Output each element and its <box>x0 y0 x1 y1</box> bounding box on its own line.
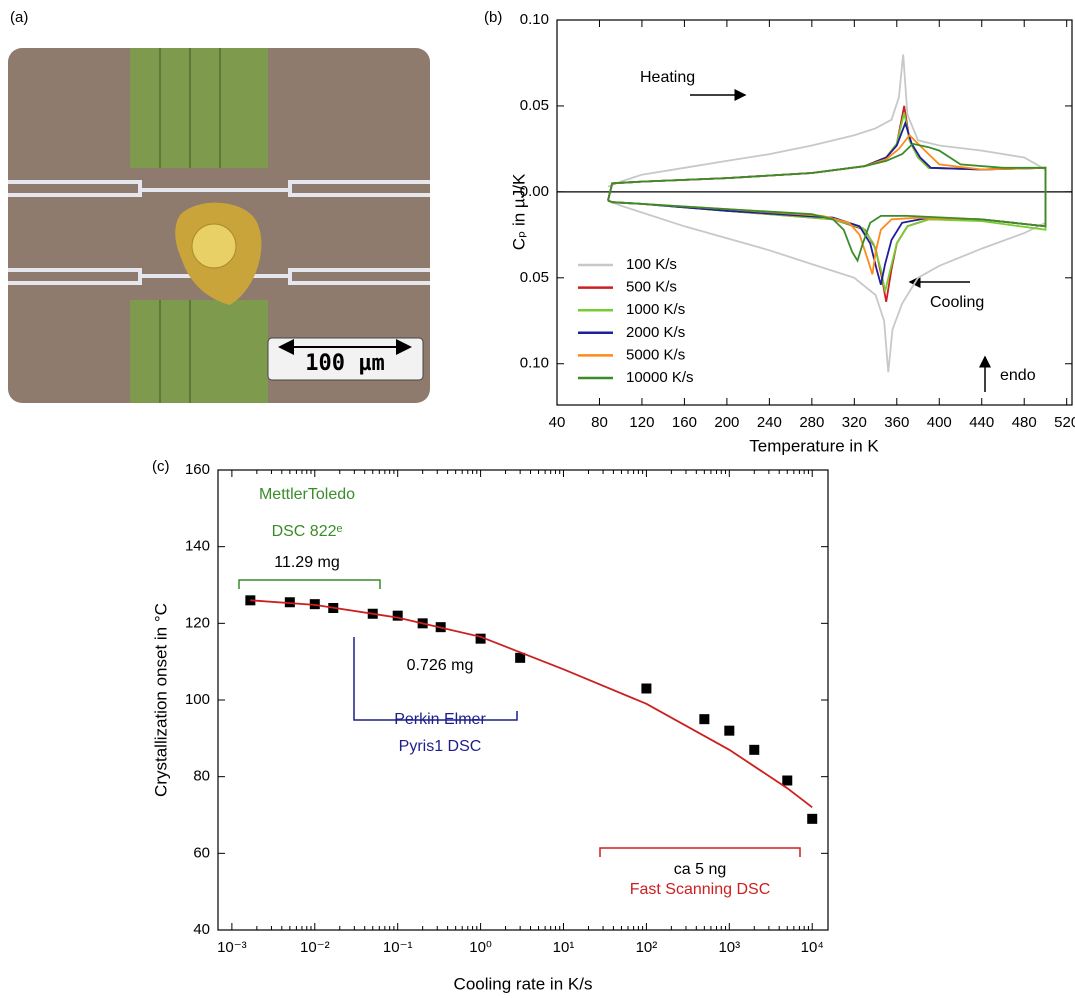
annotation: 11.29 mg <box>274 554 340 571</box>
data-point <box>699 714 710 725</box>
x-tick-label: 10⁻² <box>300 939 330 956</box>
x-tick-label: 10⁻³ <box>217 939 247 956</box>
x-tick-label: 240 <box>757 414 782 431</box>
data-point <box>515 652 526 663</box>
scale-bar-label: 100 µm <box>305 351 384 376</box>
data-point <box>392 610 403 621</box>
legend-label: 500 K/s <box>626 279 677 296</box>
y-tick-label: 0.05 <box>520 97 549 114</box>
x-tick-label: 10³ <box>718 939 740 956</box>
data-point <box>641 683 652 694</box>
y-tick-label: 0.10 <box>520 355 549 372</box>
legend-label: 10000 K/s <box>626 369 694 386</box>
micrograph <box>8 48 430 403</box>
data-point <box>807 813 818 824</box>
data-point <box>749 744 760 755</box>
annotation: 0.726 mg <box>407 657 474 674</box>
data-point <box>245 595 256 606</box>
x-tick-label: 10⁰ <box>469 939 492 956</box>
legend-label: 100 K/s <box>626 256 677 273</box>
y-axis-title: Crystallization onset in °C <box>151 603 170 797</box>
range-brackets <box>238 579 801 857</box>
data-line <box>607 142 1047 263</box>
annotation: ca 5 ng <box>674 861 726 878</box>
x-axis-title: Temperature in K <box>749 436 879 455</box>
x-tick-label: 10² <box>636 939 658 956</box>
annotation: MettlerToledo <box>259 486 355 503</box>
annotation: Heating <box>640 69 695 86</box>
annotation: Perkin Elmer <box>394 711 486 728</box>
x-tick-label: 160 <box>672 414 697 431</box>
x-tick-label: 480 <box>1012 414 1037 431</box>
data-line <box>607 133 1047 275</box>
data-point <box>724 725 735 736</box>
x-axis-title: Cooling rate in K/s <box>454 974 593 993</box>
x-tick-label: 360 <box>884 414 909 431</box>
annotation: endo <box>1000 367 1036 384</box>
y-tick-label: 160 <box>185 461 210 478</box>
annotation: Cooling <box>930 294 984 311</box>
y-tick-label: 140 <box>185 538 210 555</box>
legend-label: 2000 K/s <box>626 324 685 341</box>
y-tick-label: 0.05 <box>520 269 549 286</box>
panel-label: (a) <box>10 9 28 26</box>
y-tick-label: 0.10 <box>520 11 549 28</box>
x-tick-label: 440 <box>969 414 994 431</box>
panel-label: (b) <box>484 9 502 26</box>
data-point <box>782 775 793 786</box>
y-tick-label: 0.00 <box>520 183 549 200</box>
x-tick-label: 10⁴ <box>801 939 824 956</box>
y-tick-label: 80 <box>193 768 210 785</box>
y-tick-label: 40 <box>193 921 210 938</box>
annotation-arrows <box>690 89 991 392</box>
annotation: Fast Scanning DSC <box>630 881 771 898</box>
x-tick-label: 10⁻¹ <box>383 939 413 956</box>
panel-label: (c) <box>152 458 170 475</box>
x-tick-label: 40 <box>549 414 566 431</box>
x-tick-label: 10¹ <box>553 939 575 956</box>
legend-label: 1000 K/s <box>626 301 685 318</box>
x-tick-label: 520 <box>1054 414 1075 431</box>
plot-frame <box>556 19 1073 406</box>
y-tick-label: 100 <box>185 691 210 708</box>
x-tick-label: 280 <box>799 414 824 431</box>
data-point <box>475 633 486 644</box>
y-axis-title: Cₚ in µJ/K <box>509 173 528 250</box>
data-line <box>250 599 813 809</box>
x-tick-label: 400 <box>927 414 952 431</box>
y-tick-label: 60 <box>193 844 210 861</box>
legend-label: 5000 K/s <box>626 346 685 363</box>
y-tick-label: 120 <box>185 614 210 631</box>
x-tick-label: 200 <box>714 414 739 431</box>
x-tick-label: 80 <box>591 414 608 431</box>
x-tick-label: 320 <box>842 414 867 431</box>
annotation: DSC 822ᵉ <box>272 523 343 540</box>
annotation: Pyris1 DSC <box>399 738 482 755</box>
x-tick-label: 120 <box>629 414 654 431</box>
